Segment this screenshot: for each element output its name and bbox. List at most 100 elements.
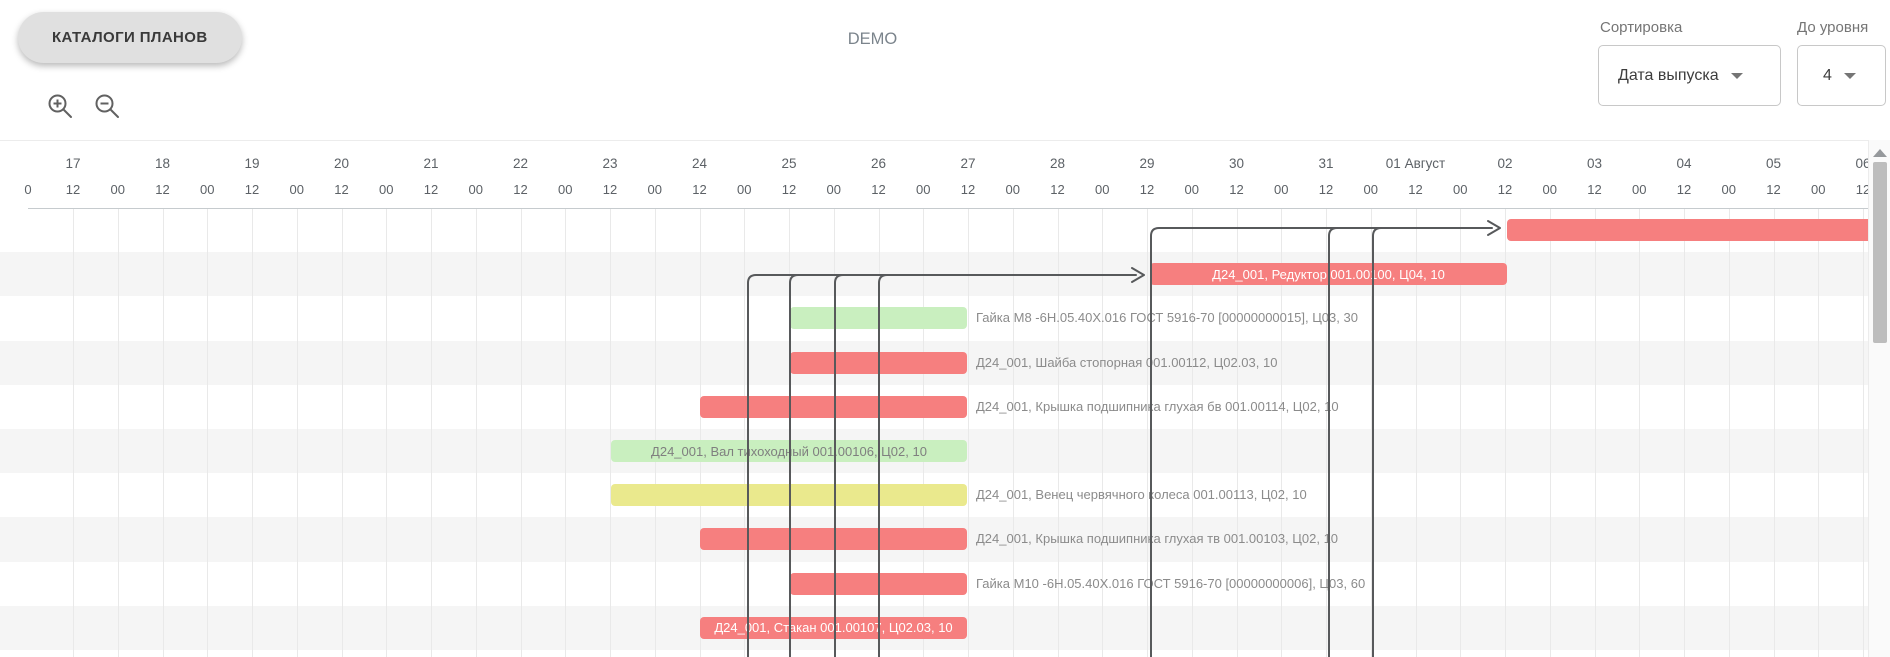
timeline-hour-label: 00 <box>379 182 394 197</box>
bar-label: Д24_001, Крышка подшипника глухая бв 001… <box>976 398 1339 414</box>
zoom-in-icon[interactable] <box>46 92 74 120</box>
grid-line <box>1863 208 1864 657</box>
gantt-bar[interactable] <box>790 351 967 374</box>
timeline-day-label: 01 Август <box>1385 156 1446 171</box>
timeline-hour-label: 00 <box>1542 182 1557 197</box>
timeline-day-label: 06 <box>1855 156 1871 171</box>
scrollbar-up-arrow-icon[interactable] <box>1873 149 1887 157</box>
grid-line <box>610 208 611 657</box>
grid-line <box>162 208 164 657</box>
timeline-hour-label: 00 <box>1005 182 1020 197</box>
timeline-hour-label: 00 <box>737 182 752 197</box>
timeline-header-border <box>28 208 1890 209</box>
timeline-day-label: 24 <box>691 156 708 171</box>
timeline-day-label: 04 <box>1676 156 1692 171</box>
grid-line <box>296 208 298 657</box>
sort-select[interactable]: Дата выпуска <box>1598 45 1781 106</box>
scrollbar-thumb[interactable] <box>1873 162 1887 343</box>
timeline-hour-label: 12 <box>1050 182 1065 197</box>
gantt-bar[interactable] <box>790 572 967 595</box>
grid-line <box>1728 208 1730 657</box>
timeline-hour-label: 12 <box>423 182 439 197</box>
timeline-hour-label: 00 <box>468 182 483 197</box>
grid-line <box>1684 208 1685 657</box>
vertical-scrollbar[interactable] <box>1868 140 1890 657</box>
bar-label: Д24_001, Крышка подшипника глухая тв 001… <box>976 531 1339 547</box>
timeline-hour-label: 12 <box>334 182 349 197</box>
timeline-day-label: 03 <box>1586 156 1603 171</box>
grid-line <box>252 208 253 657</box>
timeline-hour-label: 12 <box>155 182 170 197</box>
timeline-hour-label: 12 <box>1855 182 1871 197</box>
gantt-bar[interactable] <box>611 484 967 507</box>
timeline-hour-label: 12 <box>1766 182 1781 197</box>
timeline-hour-label: 12 <box>513 182 528 197</box>
grid-line <box>341 208 343 657</box>
timeline-day-label: 26 <box>870 156 887 171</box>
zoom-out-icon[interactable] <box>93 92 121 120</box>
grid-line <box>744 208 746 657</box>
chevron-down-icon <box>1843 72 1856 79</box>
timeline-day-label: 05 <box>1765 156 1782 171</box>
timeline-hour-label: 00 <box>289 182 304 197</box>
grid-line <box>520 208 522 657</box>
timeline-hour-label: 00 <box>1721 182 1736 197</box>
grid-line <box>699 208 701 657</box>
timeline-day-label: 29 <box>1139 156 1155 171</box>
timeline-hour-label: 12 <box>65 182 81 197</box>
timeline-day-label: 17 <box>65 156 81 171</box>
level-label: До уровня <box>1797 19 1869 36</box>
grid-line <box>1773 208 1775 657</box>
timeline-hour-label: 12 <box>1229 182 1244 197</box>
grid-line <box>73 208 74 657</box>
gantt-bar[interactable] <box>700 395 967 418</box>
timeline-hour-label: 00 <box>1184 182 1199 197</box>
timeline-hour-label: 12 <box>602 182 618 197</box>
grid-line <box>475 208 477 657</box>
timeline-hour-label: 00 <box>1811 182 1826 197</box>
grid-line <box>431 208 432 657</box>
gantt-bar[interactable] <box>790 307 967 330</box>
timeline-hour-label: 12 <box>871 182 886 197</box>
grid-line <box>1639 208 1641 657</box>
gantt-bar[interactable]: Д24_001, Вал тихоходный 001.00106, Ц02, … <box>611 440 967 462</box>
timeline-hour-label: 12 <box>1676 182 1692 197</box>
timeline-day-label: 20 <box>333 156 350 171</box>
timeline-hour-label: 12 <box>1318 182 1334 197</box>
timeline-hour-label: 12 <box>781 182 797 197</box>
timeline-day-label: 21 <box>423 156 439 171</box>
gantt-bar[interactable]: Д24_001, Стакан 001.00107, Ц02.03, 10 <box>700 616 967 639</box>
grid-line <box>1147 208 1148 657</box>
timeline-day-label: 22 <box>512 156 529 171</box>
grid-line <box>117 208 119 657</box>
timeline-hour-label: 12 <box>960 182 976 197</box>
timeline-hour-label: 00 <box>200 182 215 197</box>
gantt-panel: 17 18 19 20 21 22 23 24 25 26 27 28 29 30 31 01 Август 0… <box>0 140 1890 657</box>
gantt-bar[interactable]: Д24_001, Редуктор 001.00100, Ц04, 10 <box>1150 263 1507 286</box>
timeline-hour-label: 00 <box>1363 182 1378 197</box>
timeline-hour-label: 00 <box>558 182 573 197</box>
catalogs-of-plans-button[interactable]: КАТАЛОГИ ПЛАНОВ <box>18 12 242 63</box>
sort-label: Сортировка <box>1600 19 1683 36</box>
timeline-hour-label: 12 <box>1139 182 1155 197</box>
gantt-bar[interactable] <box>1507 219 1877 241</box>
timeline-hour-label: 12 <box>1408 182 1423 197</box>
grid-line <box>968 208 969 657</box>
timeline-hour-label: 00 <box>1274 182 1289 197</box>
grid-line <box>1594 208 1596 657</box>
grid-line <box>1549 208 1551 657</box>
grid-line <box>1505 208 1506 657</box>
bar-label: Д24_001, Шайба стопорная 001.00112, Ц02.… <box>976 354 1278 370</box>
level-selected-value: 4 <box>1823 66 1832 84</box>
gantt-row <box>0 252 1890 297</box>
timeline-hour-label: 00 <box>647 182 662 197</box>
timeline-day-label: 30 <box>1228 156 1245 171</box>
timeline-day-label: 25 <box>781 156 797 171</box>
level-select[interactable]: 4 <box>1797 45 1886 106</box>
timeline-day-label: 27 <box>960 156 976 171</box>
bar-label: Д24_001, Венец червячного колеса 001.001… <box>976 487 1307 503</box>
timeline-hour-label: 0 <box>24 182 32 197</box>
timeline-day-label: 18 <box>154 156 171 171</box>
timeline-hour-label: 00 <box>1632 182 1647 197</box>
gantt-bar[interactable] <box>700 528 967 551</box>
